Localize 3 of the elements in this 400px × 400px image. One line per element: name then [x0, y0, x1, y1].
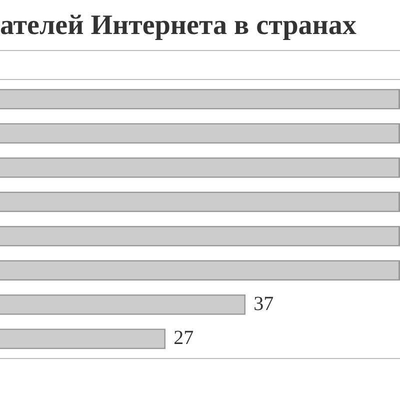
data-label: 27	[174, 327, 194, 350]
data-label: 37	[254, 292, 274, 315]
chart-title: ателей Интернета в странах	[0, 10, 356, 42]
